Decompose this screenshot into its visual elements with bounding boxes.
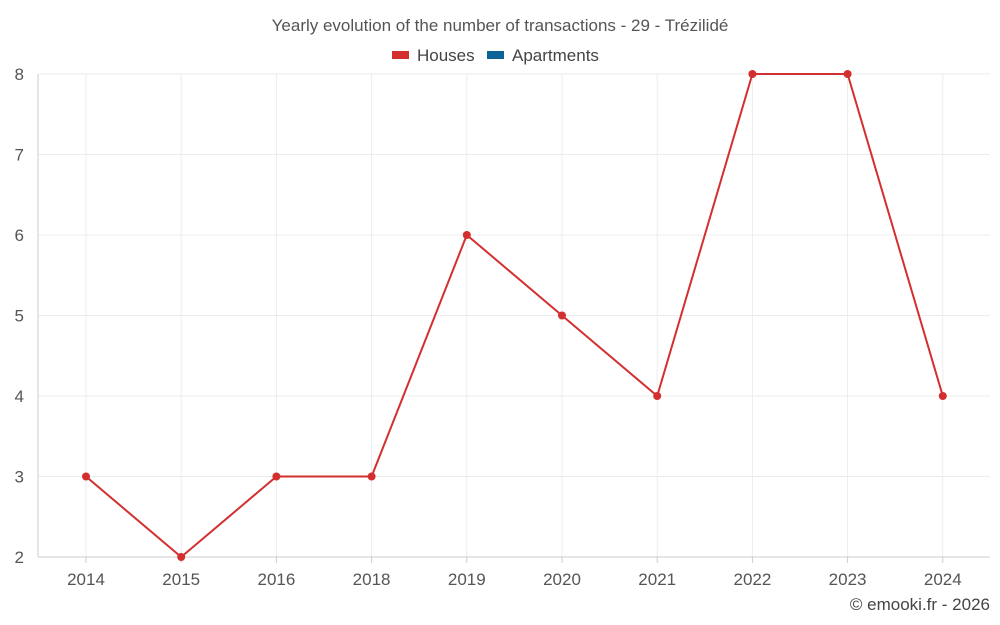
y-tick-label: 2 bbox=[15, 548, 24, 567]
data-point-houses[interactable] bbox=[272, 472, 281, 481]
data-point-houses[interactable] bbox=[177, 553, 186, 561]
series bbox=[82, 70, 947, 561]
y-tick-label: 3 bbox=[15, 468, 24, 487]
y-tick-label: 5 bbox=[15, 307, 24, 326]
legend-label-houses[interactable]: Houses bbox=[417, 46, 475, 65]
legend-swatch-houses[interactable] bbox=[392, 51, 409, 59]
x-tick-label: 2021 bbox=[638, 570, 676, 589]
y-axis-ticks: 2 3 4 5 6 7 8 bbox=[15, 65, 24, 567]
x-tick-label: 2015 bbox=[162, 570, 200, 589]
x-tick-label: 2022 bbox=[733, 570, 771, 589]
data-point-houses[interactable] bbox=[653, 392, 662, 400]
y-tick-label: 6 bbox=[15, 226, 24, 245]
chart-title: Yearly evolution of the number of transa… bbox=[272, 16, 729, 35]
x-axis-ticks: 2014 2015 2016 2018 2019 2020 2021 2022 2023 2024 bbox=[67, 570, 962, 589]
data-point-houses[interactable] bbox=[938, 392, 947, 400]
y-tick-label: 8 bbox=[15, 65, 24, 84]
x-tick-label: 2014 bbox=[67, 570, 105, 589]
legend-swatch-apartments[interactable] bbox=[487, 51, 504, 59]
x-tick-label: 2024 bbox=[924, 570, 962, 589]
credit-text: © emooki.fr - 2026 bbox=[850, 595, 990, 614]
data-point-houses[interactable] bbox=[558, 311, 566, 320]
x-tick-label: 2020 bbox=[543, 570, 581, 589]
series-line-houses bbox=[85, 73, 944, 558]
data-point-houses[interactable] bbox=[843, 70, 852, 78]
x-tick-label: 2023 bbox=[829, 570, 867, 589]
y-tick-label: 4 bbox=[15, 387, 24, 406]
y-tick-label: 7 bbox=[15, 146, 24, 165]
data-point-houses[interactable] bbox=[748, 70, 757, 78]
x-tick-label: 2018 bbox=[353, 570, 391, 589]
data-point-houses[interactable] bbox=[367, 472, 376, 481]
legend: Houses Apartments bbox=[392, 46, 599, 65]
data-point-houses[interactable] bbox=[82, 472, 90, 481]
legend-label-apartments[interactable]: Apartments bbox=[512, 46, 599, 65]
data-point-houses[interactable] bbox=[462, 231, 471, 239]
x-tick-label: 2016 bbox=[257, 570, 295, 589]
x-tick-label: 2019 bbox=[448, 570, 486, 589]
grid bbox=[38, 73, 990, 557]
